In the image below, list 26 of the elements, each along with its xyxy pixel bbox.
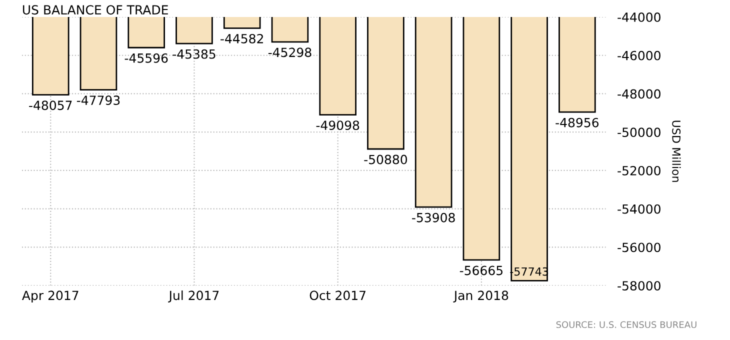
y-tick-label: -50000 xyxy=(618,128,660,138)
y-axis-title: USD Million xyxy=(672,120,681,182)
y-tick-label: -48000 xyxy=(618,89,660,99)
data-label: -47793 xyxy=(76,96,120,106)
data-label: -45385 xyxy=(172,49,216,59)
x-tick-label: Apr 2017 xyxy=(22,290,78,303)
source-note: SOURCE: U.S. CENSUS BUREAU xyxy=(556,321,696,328)
y-tick-label: -58000 xyxy=(618,281,660,291)
data-label: -48057 xyxy=(29,100,72,110)
data-label: -56665 xyxy=(460,266,502,276)
x-tick-label: Oct 2017 xyxy=(310,290,366,300)
y-tick-label: -54000 xyxy=(618,204,660,214)
y-tick-label: -44000 xyxy=(618,12,660,22)
y-tick-label: -52000 xyxy=(618,166,660,176)
data-label: -45596 xyxy=(124,53,168,63)
data-label: -48956 xyxy=(556,118,599,128)
data-label: -53908 xyxy=(412,212,455,222)
data-label: -45298 xyxy=(268,48,312,58)
data-label: -44582 xyxy=(220,34,263,44)
data-label: -49098 xyxy=(316,120,360,130)
chart-title: US BALANCE OF TRADE xyxy=(22,5,168,15)
y-tick-label: -56000 xyxy=(618,242,660,252)
data-label: -50880 xyxy=(364,154,408,164)
x-tick-label: Jan 2018 xyxy=(453,290,508,302)
y-tick-label: -46000 xyxy=(618,50,660,60)
x-tick-label: Jul 2017 xyxy=(168,290,219,302)
